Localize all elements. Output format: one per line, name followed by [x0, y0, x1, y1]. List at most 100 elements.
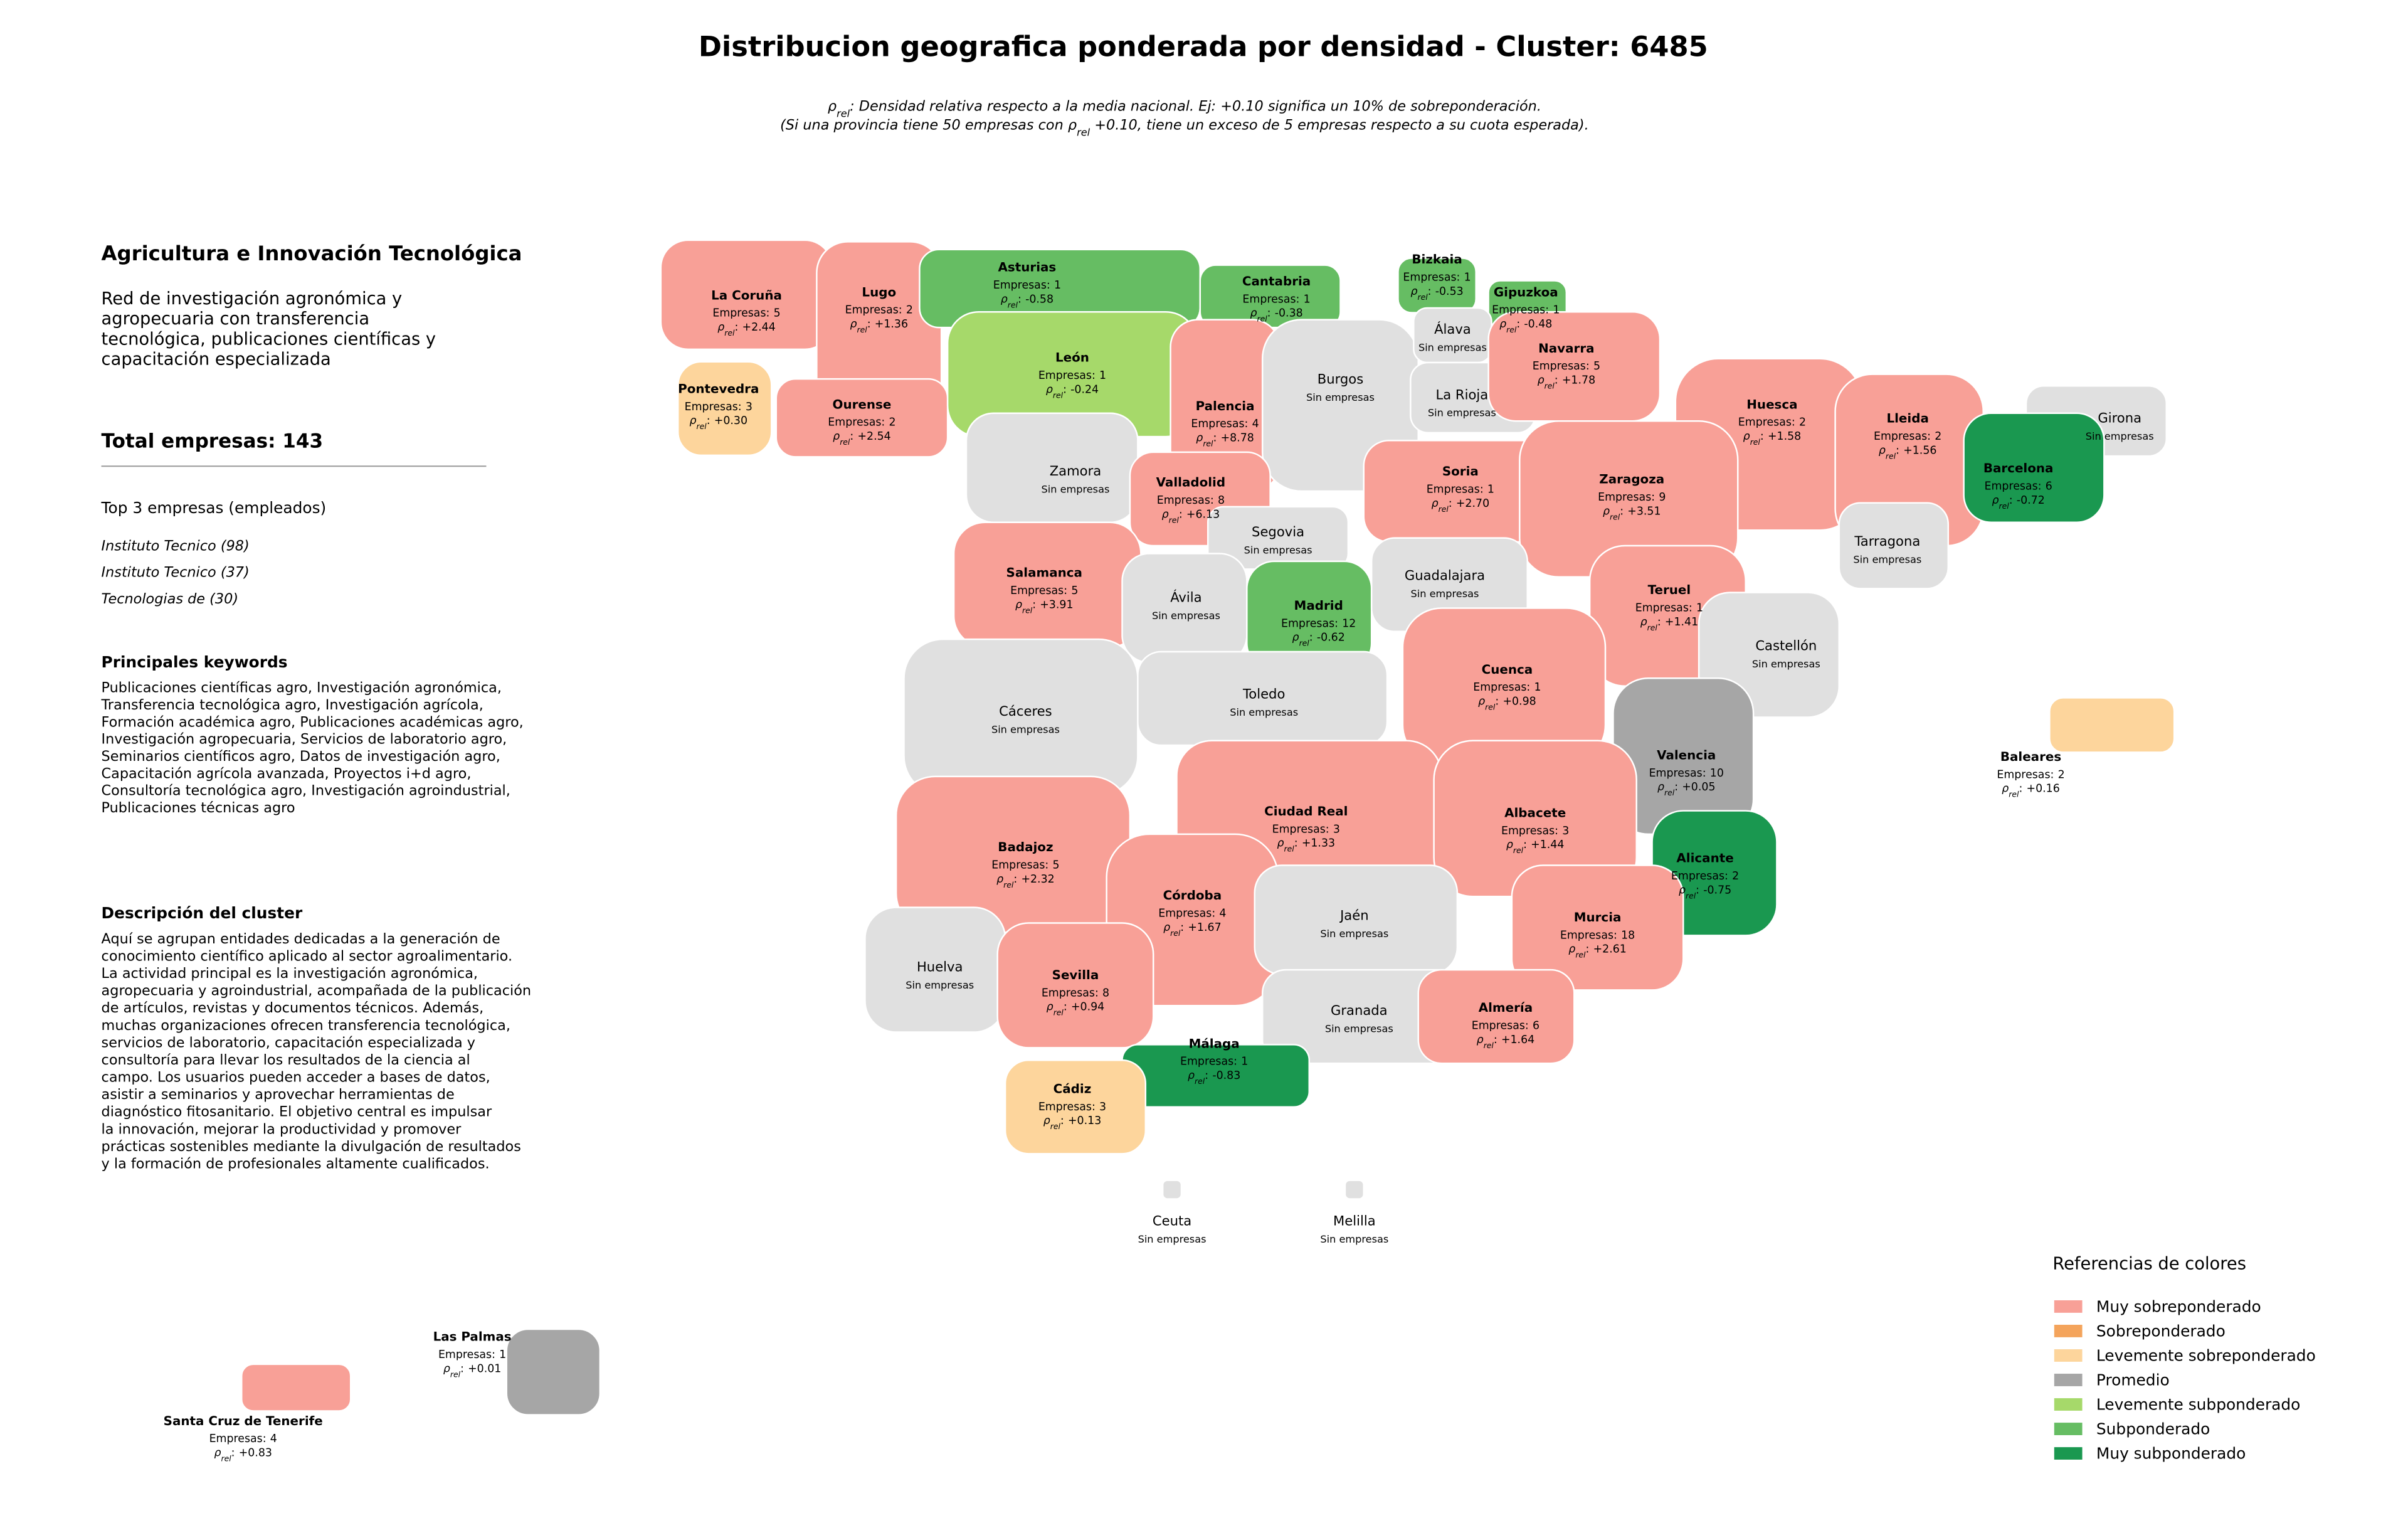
legend-swatch	[2054, 1325, 2083, 1337]
count-value: 4	[270, 1433, 277, 1445]
count-label: Empresas:	[993, 279, 1050, 292]
rho-value: -0.48	[1524, 318, 1552, 331]
count-value: 8	[1102, 987, 1109, 999]
rho-value: +1.41	[1665, 616, 1698, 629]
rho-value: +0.05	[1682, 781, 1715, 793]
rho-sub: rel	[1054, 1007, 1064, 1017]
rho-symbol: ρ	[1477, 1034, 1484, 1046]
rho-symbol: ρ	[1043, 1115, 1050, 1127]
province-count: Empresas: 2	[1671, 870, 1739, 883]
rho-sub: rel	[1169, 515, 1180, 524]
province-name: Ceuta	[1153, 1213, 1191, 1229]
rho-symbol: ρ	[1046, 383, 1053, 396]
province-name: Ciudad Real	[1264, 804, 1348, 819]
province-name: Soria	[1442, 464, 1479, 479]
rho-symbol: ρ	[1250, 307, 1257, 320]
rho-value: +1.58	[1768, 430, 1801, 443]
province-name: Barcelona	[1983, 461, 2054, 475]
province-rho: ρrel: +0.05	[1657, 781, 1716, 797]
rho-symbol: ρ	[1162, 508, 1169, 521]
rho-sub: rel	[1513, 846, 1524, 855]
rho-sub: rel	[724, 328, 735, 337]
count-value: 12	[1342, 617, 1356, 630]
rho-sep: :	[1180, 921, 1184, 934]
count-label: Empresas:	[438, 1349, 495, 1361]
province-name: Valencia	[1657, 748, 1716, 763]
province-name: Burgos	[1318, 371, 1363, 387]
rho-symbol: ρ	[1743, 430, 1750, 443]
province-count: Empresas: 2	[1738, 416, 1806, 429]
province-count: Empresas: 12	[1281, 617, 1356, 630]
rho-symbol: ρ	[1499, 318, 1506, 331]
province	[1511, 864, 1684, 991]
province-rho: ρrel: +1.56	[1879, 444, 1937, 460]
province-count: Empresas: 4	[1191, 418, 1259, 430]
province-name: Tarragona	[1854, 533, 1920, 549]
rho-sep: :	[1516, 318, 1520, 331]
province-count: Empresas: 5	[712, 307, 780, 320]
count-value: 1	[1696, 602, 1703, 614]
rho-value: +0.13	[1068, 1115, 1101, 1127]
rho-value: +0.16	[2027, 783, 2060, 795]
province-rho: ρrel: -0.53	[1410, 285, 1463, 302]
province	[1161, 1179, 1183, 1200]
count-value: 3	[1562, 825, 1569, 837]
rho-value: +0.94	[1071, 1001, 1104, 1014]
province-count: Empresas: 9	[1598, 491, 1666, 504]
count-label: Empresas:	[712, 307, 769, 320]
rho-value: +0.98	[1502, 696, 1536, 708]
count-label: Empresas:	[845, 304, 902, 317]
rho-sub: rel	[1664, 788, 1675, 797]
province-name: Castellón	[1755, 638, 1817, 654]
rho-sub: rel	[1506, 325, 1517, 334]
rho-value: +0.01	[468, 1362, 501, 1375]
province-count: Empresas: 3	[685, 401, 752, 413]
province-rho: ρrel: +1.44	[1506, 839, 1565, 855]
rho-sep: :	[1060, 1115, 1064, 1127]
rho-value: +0.83	[239, 1447, 272, 1460]
rho-sep: :	[1428, 285, 1432, 298]
rho-sep: :	[1555, 374, 1558, 387]
rho-symbol: ρ	[1432, 497, 1439, 510]
rho-sep: :	[231, 1447, 235, 1460]
province-empty: Sin empresas	[1752, 658, 1820, 670]
rho-sep: :	[1309, 632, 1313, 644]
legend-label: Muy subponderado	[2096, 1445, 2246, 1463]
province-name: Santa Cruz de Tenerife	[164, 1414, 323, 1428]
rho-sub: rel	[2009, 789, 2019, 798]
text: de artículos, revistas y documentos técn…	[102, 1000, 484, 1016]
province-rho: ρrel: +0.30	[690, 415, 748, 431]
province-count: Empresas: 18	[1560, 929, 1635, 942]
rho-value: +8.78	[1221, 432, 1254, 445]
province-name: Asturias	[998, 260, 1057, 275]
count-value: 18	[1621, 929, 1635, 942]
text: Top 3 empresas (empleados)	[101, 499, 327, 517]
rho-symbol: ρ	[1879, 444, 1886, 457]
province-name: Jaén	[1339, 908, 1369, 923]
legend-label: Levemente subponderado	[2096, 1396, 2300, 1414]
province-empty: Sin empresas	[906, 979, 974, 991]
count-value: 10	[1710, 767, 1724, 780]
subtitle: ρrel: Densidad relativa respecto a la me…	[828, 98, 1541, 120]
province-rho: ρrel: -0.48	[1499, 318, 1552, 334]
province-rho: ρrel: -0.38	[1250, 307, 1302, 324]
rho-symbol: ρ	[1015, 598, 1022, 611]
rho-symbol: ρ	[1640, 616, 1647, 629]
text: agropecuaria y agroindustrial, acompañad…	[102, 983, 532, 999]
province-name: Baleares	[2000, 750, 2061, 764]
rho-sub: rel	[1686, 891, 1696, 900]
rho-sub: rel	[1545, 381, 1555, 390]
count-value: 6	[1533, 1020, 1539, 1032]
province-count: Empresas: 2	[1874, 430, 1941, 443]
province-name: Lugo	[862, 285, 896, 299]
province-name: Toledo	[1242, 686, 1285, 702]
province-empty: Sin empresas	[1041, 484, 1109, 496]
count-label: Empresas:	[1560, 929, 1617, 942]
province-rho: ρrel: +1.33	[1277, 837, 1336, 854]
count-label: Empresas:	[1649, 767, 1706, 780]
rho-sub: rel	[1575, 950, 1586, 959]
province-rho: ρrel: +0.94	[1047, 1001, 1105, 1017]
province-name: Teruel	[1648, 583, 1691, 597]
province-empty: Sin empresas	[1411, 588, 1479, 600]
text: Seminarios científicos agro, Datos de in…	[102, 748, 500, 765]
